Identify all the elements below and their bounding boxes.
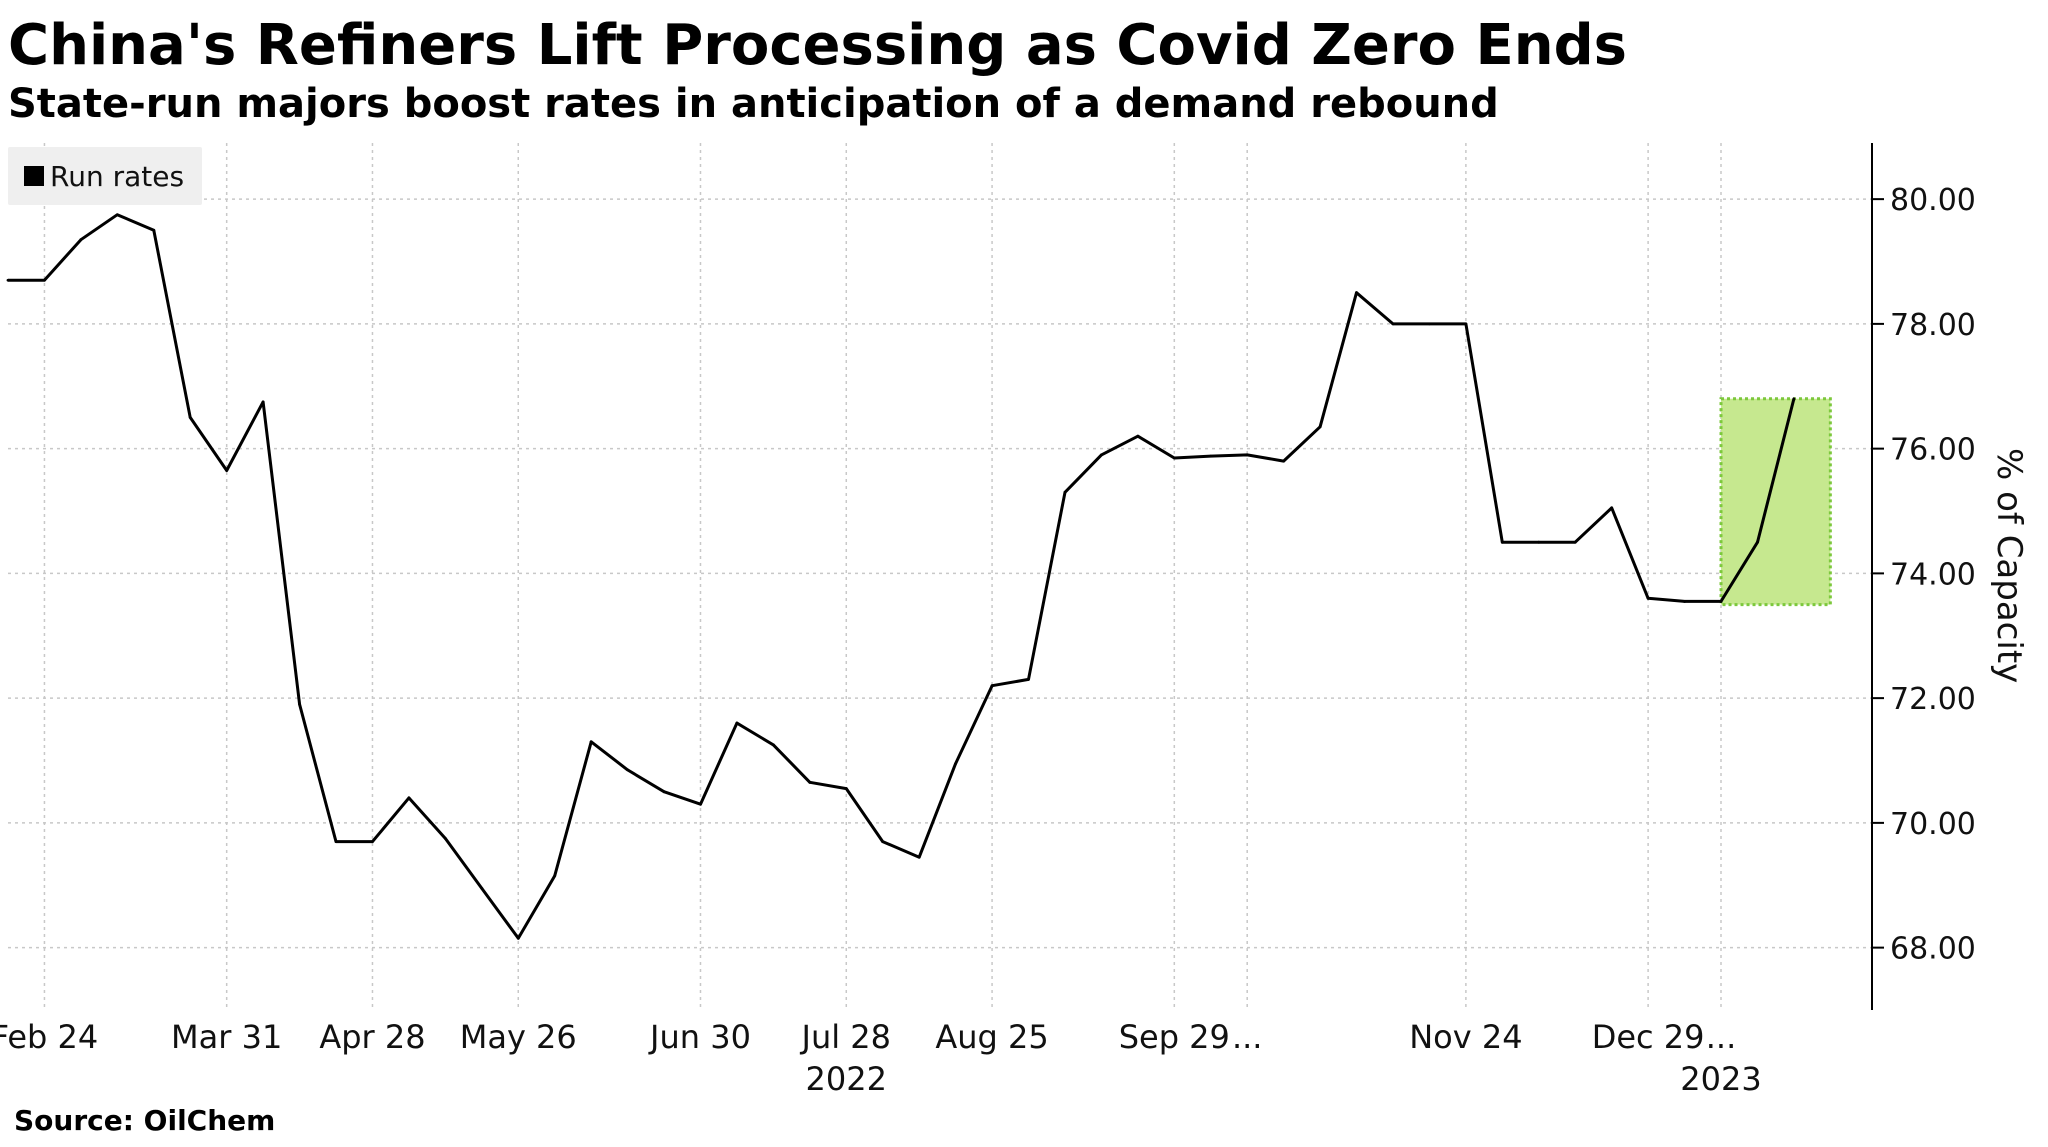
y-tick-label: 80.00	[1890, 183, 1976, 218]
data-point	[407, 796, 411, 800]
y-axis-label: % of Capacity	[1989, 448, 2029, 683]
data-point	[1282, 459, 1286, 463]
x-year-label: 2022	[806, 1060, 887, 1098]
x-tick-label: Sep 29	[1119, 1018, 1230, 1056]
data-point	[1683, 600, 1686, 603]
data-point	[79, 238, 83, 242]
data-point	[1573, 540, 1577, 544]
data-point	[808, 780, 812, 784]
data-point	[917, 855, 921, 859]
data-point	[1500, 540, 1504, 544]
data-point	[516, 936, 520, 940]
data-point	[115, 213, 119, 217]
y-tick-label: 76.00	[1890, 433, 1976, 468]
data-point	[1063, 490, 1067, 494]
data-point	[954, 762, 958, 766]
data-point	[1646, 596, 1650, 600]
data-point	[771, 743, 775, 747]
data-point	[1792, 397, 1796, 401]
data-point	[43, 278, 46, 282]
data-point	[261, 400, 265, 404]
data-point	[553, 874, 557, 878]
x-tick-label: ...	[1232, 1018, 1263, 1056]
x-year-label: 2023	[1680, 1060, 1761, 1098]
data-point	[844, 787, 848, 790]
data-point	[1355, 291, 1358, 295]
data-point	[699, 802, 702, 806]
x-tick-label: Mar 31	[171, 1018, 282, 1056]
grid-layer	[8, 143, 1872, 1010]
x-tick-label: Apr 28	[319, 1018, 425, 1056]
data-point	[298, 702, 301, 706]
x-tick-label: Nov 24	[1409, 1018, 1522, 1056]
data-point	[480, 886, 484, 890]
data-point	[990, 684, 994, 688]
y-tick-label: 68.00	[1890, 932, 1976, 967]
data-point	[1136, 434, 1140, 438]
data-point	[881, 840, 885, 843]
source-note: Source: OilChem	[14, 1104, 276, 1137]
data-point	[1245, 453, 1249, 457]
axis-layer: 68.00 70.00 72.00 74.00 76.00 78.00 80.00 Feb 2…	[0, 143, 1976, 1098]
data-point	[443, 837, 447, 840]
data-point	[1464, 322, 1468, 326]
data-point	[626, 768, 629, 772]
legend-swatch	[24, 166, 44, 186]
x-tick-label: Jun 30	[648, 1018, 751, 1056]
x-tick-label: Feb 24	[0, 1018, 98, 1056]
series-layer	[6, 213, 1796, 940]
data-point	[1537, 540, 1541, 544]
legend-background	[8, 147, 202, 205]
x-tick-label: Aug 25	[935, 1018, 1048, 1056]
x-tick-label: Dec 29	[1592, 1018, 1705, 1056]
data-point	[1719, 600, 1723, 603]
data-point	[188, 416, 192, 419]
data-point	[1610, 506, 1614, 510]
x-tick-label: ...	[1706, 1018, 1737, 1056]
data-point	[334, 840, 338, 843]
y-tick-label: 70.00	[1890, 807, 1976, 842]
data-point	[1172, 456, 1176, 460]
series-line-run-rates	[8, 213, 1796, 940]
data-point	[152, 228, 156, 232]
data-point	[6, 278, 10, 282]
data-point	[589, 740, 593, 744]
y-tick-label: 72.00	[1890, 682, 1976, 717]
y-tick-label: 78.00	[1890, 308, 1976, 343]
x-tick-label: Jul 28	[800, 1018, 892, 1056]
y-tick-label: 74.00	[1890, 557, 1976, 592]
data-point	[1027, 678, 1030, 681]
chart-title: China's Refiners Lift Processing as Covi…	[8, 13, 1627, 78]
data-point	[735, 721, 739, 725]
data-point	[225, 469, 229, 472]
data-point	[1391, 322, 1395, 326]
legend: Run rates	[8, 147, 202, 205]
data-point	[662, 790, 666, 794]
data-point	[1318, 425, 1322, 429]
data-point	[1428, 322, 1431, 326]
data-point	[1209, 454, 1213, 458]
chart-subtitle: State-run majors boost rates in anticipa…	[8, 81, 1499, 127]
x-tick-label: May 26	[460, 1018, 577, 1056]
data-point	[371, 840, 374, 843]
data-point	[1756, 540, 1759, 544]
legend-label: Run rates	[50, 160, 184, 193]
data-point	[1100, 453, 1103, 457]
